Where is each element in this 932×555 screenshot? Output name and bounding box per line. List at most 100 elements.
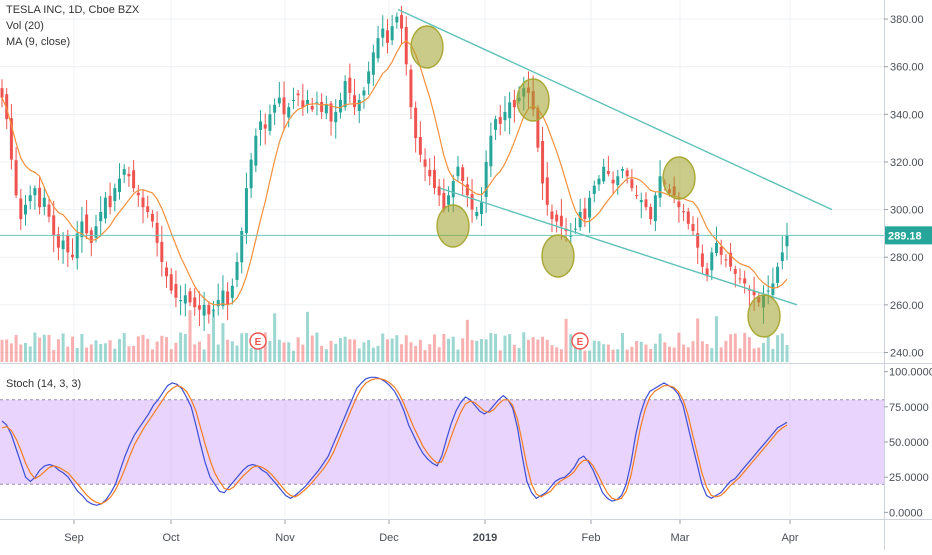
candle-body (268, 114, 272, 131)
volume-bar (588, 350, 592, 362)
volume-bar (38, 337, 42, 362)
volume-bar (338, 338, 342, 362)
volume-bar (442, 333, 446, 362)
stoch-band (0, 399, 884, 485)
volume-bar (291, 350, 295, 362)
volume-bar (649, 349, 653, 362)
candle-body (597, 178, 601, 185)
candle-body (470, 194, 474, 210)
volume-bar (85, 347, 89, 362)
volume-bar (616, 349, 620, 362)
volume-bar (259, 349, 263, 362)
candle-body (0, 88, 4, 98)
candle-body (550, 211, 554, 220)
candle-body (202, 304, 206, 316)
candle-body (432, 170, 436, 189)
candle-body (475, 211, 479, 217)
candle-body (277, 97, 281, 104)
candle-body (752, 290, 756, 296)
candle-body (52, 215, 56, 236)
volume-bar (5, 339, 9, 362)
volume-bar (710, 348, 714, 362)
volume-bar (400, 344, 404, 362)
candle-body (465, 184, 469, 196)
volume-bar (169, 349, 173, 362)
volume-bar (747, 337, 751, 362)
volume-bar (268, 340, 272, 362)
volume-bar (244, 333, 248, 362)
candle-body (484, 161, 488, 197)
volume-bar (428, 344, 432, 362)
y-tick-label: 360.00 (890, 62, 924, 74)
volume-bar (682, 344, 686, 362)
candle-body (146, 206, 150, 212)
candle-body (230, 285, 234, 298)
volume-bar (658, 333, 662, 362)
volume-bar (522, 332, 526, 362)
candle-body (508, 102, 512, 119)
volume-bar (550, 345, 554, 362)
volume-bar (761, 343, 765, 362)
volume-bar (489, 332, 493, 362)
candle-body (127, 174, 131, 177)
volume-bar (334, 343, 338, 362)
volume-bar (677, 332, 681, 362)
candle-body (555, 214, 559, 222)
price-badge: 289.18 (888, 230, 922, 242)
price-badge-bg (885, 226, 932, 245)
candle-body (658, 176, 662, 198)
candle-body (390, 26, 394, 41)
candle-body (259, 121, 263, 130)
candle-body (216, 300, 220, 307)
volume-bar (508, 334, 512, 362)
volume-bar (141, 334, 145, 362)
volume-bar (432, 334, 436, 362)
candle-body (75, 233, 79, 259)
candle-body (447, 195, 451, 205)
volume-bar (277, 339, 281, 362)
volume-bar (752, 348, 756, 362)
candle-body (99, 211, 103, 222)
candle-body (428, 169, 432, 177)
volume-bar (555, 347, 559, 362)
volume-bar (526, 339, 530, 362)
volume-bar (273, 313, 277, 362)
candle-body (287, 107, 291, 118)
volume-bar (541, 336, 545, 362)
candle-body (334, 111, 338, 123)
volume-bar (71, 336, 75, 362)
volume-bar (75, 347, 79, 362)
candle-body (714, 242, 718, 253)
volume-bar (414, 345, 418, 362)
highlight-circle (410, 25, 444, 69)
trend-line (439, 187, 798, 306)
candle-body (503, 111, 507, 121)
candle-body (479, 202, 483, 215)
candle-body (512, 99, 516, 108)
volume-bar (193, 344, 197, 362)
candle-body (710, 252, 714, 271)
stoch-lines (1, 376, 788, 506)
volume-bar (447, 338, 451, 362)
volume-bar (456, 349, 460, 362)
volume-bar (47, 334, 51, 362)
volume-bar (146, 338, 150, 362)
candle-body (635, 195, 639, 197)
candle-body (494, 119, 498, 130)
volume-bar (766, 335, 770, 362)
earnings-marker (249, 332, 267, 350)
candle-body (456, 166, 460, 177)
volume-bar (235, 345, 239, 362)
trend-line (397, 8, 833, 211)
volume-bar (376, 345, 380, 362)
volume-bar (437, 347, 441, 362)
volume-bar (409, 342, 413, 362)
candle-body (404, 26, 408, 65)
candle-body (573, 228, 577, 230)
volume-bar (24, 342, 28, 362)
volume-bar (503, 335, 507, 362)
legend-ma: MA (9, close) (6, 36, 71, 48)
